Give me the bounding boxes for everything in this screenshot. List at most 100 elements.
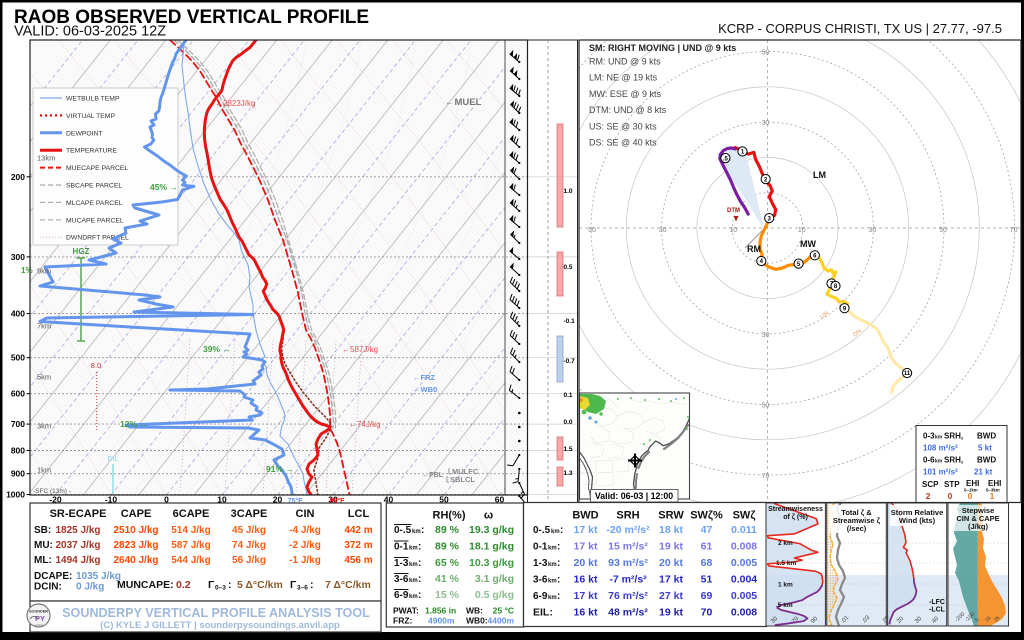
- svg-text:442 m: 442 m: [344, 525, 372, 536]
- svg-text:←WB0: ←WB0: [413, 385, 437, 394]
- svg-text:-20 m²/s²: -20 m²/s²: [606, 524, 650, 536]
- svg-text:Stepwise: Stepwise: [962, 506, 995, 515]
- svg-text:1 km: 1 km: [778, 582, 793, 589]
- svg-text:89 %: 89 %: [435, 541, 460, 553]
- svg-text:Total ζ &: Total ζ &: [841, 508, 872, 517]
- svg-text:PY: PY: [35, 614, 45, 623]
- svg-text:68: 68: [701, 557, 713, 569]
- svg-text:20 kt: 20 kt: [659, 557, 683, 569]
- svg-text::: :: [310, 579, 314, 591]
- svg-text:HGZ: HGZ: [73, 247, 90, 256]
- svg-text:93 m²/s²: 93 m²/s²: [608, 557, 648, 569]
- svg-text::: :: [228, 579, 232, 591]
- svg-text:1-3: 1-3: [533, 558, 548, 569]
- svg-text:Storm Relative: Storm Relative: [891, 508, 944, 517]
- svg-text:7 Δ°C/km: 7 Δ°C/km: [325, 579, 371, 591]
- svg-text:0: 0: [164, 495, 169, 505]
- svg-text:LM: NE @ 19 kts: LM: NE @ 19 kts: [589, 73, 658, 83]
- svg-text:60: 60: [495, 495, 505, 505]
- svg-text:WB0:: WB0:: [466, 616, 488, 626]
- svg-text:88°F: 88°F: [330, 497, 346, 505]
- svg-text:EIL:: EIL:: [533, 607, 553, 619]
- svg-text:45 J/kg: 45 J/kg: [232, 525, 266, 536]
- svg-text:km: km: [548, 579, 557, 585]
- svg-text:DWNDRFT PARCEL: DWNDRFT PARCEL: [66, 235, 129, 242]
- svg-text:0-6: 0-6: [923, 456, 935, 465]
- svg-text:1.856 in: 1.856 in: [425, 606, 456, 616]
- svg-text:ω: ω: [484, 510, 493, 522]
- svg-text:1494 J/kg: 1494 J/kg: [55, 555, 100, 566]
- svg-text:17 kt: 17 kt: [574, 541, 598, 553]
- svg-text:61: 61: [701, 541, 713, 553]
- svg-text::: :: [557, 542, 560, 553]
- svg-text::: :: [557, 591, 560, 602]
- svg-text::: :: [421, 525, 424, 536]
- svg-text:km: km: [551, 529, 560, 535]
- svg-text:km: km: [548, 562, 557, 568]
- svg-text:3CAPE: 3CAPE: [231, 508, 268, 520]
- svg-text:-20: -20: [49, 495, 62, 505]
- svg-text:(J/kg): (J/kg): [968, 522, 989, 531]
- svg-text:-0.1: -0.1: [564, 318, 576, 325]
- svg-text:70: 70: [762, 473, 770, 480]
- svg-text:6-9: 6-9: [394, 590, 409, 601]
- svg-text:2640 J/kg: 2640 J/kg: [113, 555, 158, 566]
- svg-text:300: 300: [11, 252, 25, 262]
- svg-text:800: 800: [11, 446, 25, 456]
- svg-text:←FRZ: ←FRZ: [413, 373, 435, 382]
- svg-text:2823 J/kg: 2823 J/kg: [113, 540, 158, 551]
- svg-text:WETBULB TEMP: WETBULB TEMP: [66, 96, 120, 103]
- svg-text:LCL: LCL: [348, 508, 370, 520]
- svg-text:17 kt: 17 kt: [659, 574, 683, 586]
- svg-text:TEMPERATURE: TEMPERATURE: [66, 148, 117, 155]
- svg-text:km: km: [935, 435, 943, 441]
- svg-text:4900m: 4900m: [428, 616, 455, 626]
- svg-text:4: 4: [760, 259, 764, 265]
- svg-text:10.3 g/kg: 10.3 g/kg: [469, 557, 514, 569]
- svg-text:200: 200: [11, 172, 25, 182]
- svg-text:1.0: 1.0: [564, 188, 573, 195]
- svg-text:-2 J/kg: -2 J/kg: [289, 540, 321, 551]
- svg-text:VALID: 06-03-2025 12Z: VALID: 06-03-2025 12Z: [14, 24, 166, 40]
- svg-text:Valid: 06-03 | 12:00: Valid: 06-03 | 12:00: [595, 491, 673, 501]
- svg-text:65 %: 65 %: [435, 557, 460, 569]
- svg-text:←74J/kg: ←74J/kg: [349, 420, 381, 429]
- svg-text:900: 900: [11, 469, 25, 479]
- svg-text:EHI: EHI: [988, 479, 1001, 488]
- svg-text::: :: [418, 574, 421, 585]
- svg-text:FRZ:: FRZ:: [393, 616, 413, 626]
- svg-text:6CAPE: 6CAPE: [173, 508, 210, 520]
- svg-text:0.008: 0.008: [731, 541, 757, 553]
- svg-text:SB:: SB:: [34, 525, 51, 536]
- svg-text:39% →: 39% →: [203, 344, 231, 354]
- svg-text:SBLCL: SBLCL: [450, 475, 475, 484]
- svg-text:0–1km: 0–1km: [964, 488, 978, 493]
- svg-text:ML:: ML:: [34, 555, 52, 566]
- svg-text:18.1 g/kg: 18.1 g/kg: [469, 541, 514, 553]
- svg-text:13km: 13km: [37, 154, 55, 163]
- svg-text:SM: RIGHT MOVING | UND @ 9 kts: SM: RIGHT MOVING | UND @ 9 kts: [589, 43, 736, 53]
- svg-text:18 kt: 18 kt: [659, 524, 683, 536]
- svg-text:0.5: 0.5: [564, 264, 573, 271]
- svg-text:11: 11: [904, 371, 911, 377]
- svg-text:0: 0: [948, 491, 953, 501]
- svg-text:514 J/kg: 514 J/kg: [171, 525, 210, 536]
- svg-text:2: 2: [926, 491, 931, 501]
- svg-text:2: 2: [764, 177, 768, 183]
- svg-text:SRW: SRW: [658, 510, 684, 522]
- svg-text:0.005: 0.005: [731, 590, 757, 602]
- svg-text:WB:: WB:: [466, 606, 483, 616]
- svg-text:0.1: 0.1: [564, 392, 573, 399]
- svg-text:101 m²/s²: 101 m²/s²: [923, 468, 958, 477]
- svg-text:17 kt: 17 kt: [574, 524, 598, 536]
- svg-text:0.5 g/kg: 0.5 g/kg: [475, 589, 514, 601]
- svg-text:30: 30: [659, 227, 667, 234]
- svg-text:45% →: 45% →: [150, 182, 178, 192]
- svg-text:RAOB OBSERVED VERTICAL PROFILE: RAOB OBSERVED VERTICAL PROFILE: [14, 7, 369, 28]
- svg-text:(C) KYLE J GILLETT | sounderpy: (C) KYLE J GILLETT | sounderpysoundings.…: [100, 620, 340, 631]
- svg-text:3-6: 3-6: [394, 574, 409, 585]
- svg-text:16 kt: 16 kt: [574, 574, 598, 586]
- svg-text:km: km: [935, 459, 943, 465]
- svg-text:19.3 g/kg: 19.3 g/kg: [469, 524, 514, 536]
- svg-text:DCAPE:: DCAPE:: [34, 571, 72, 582]
